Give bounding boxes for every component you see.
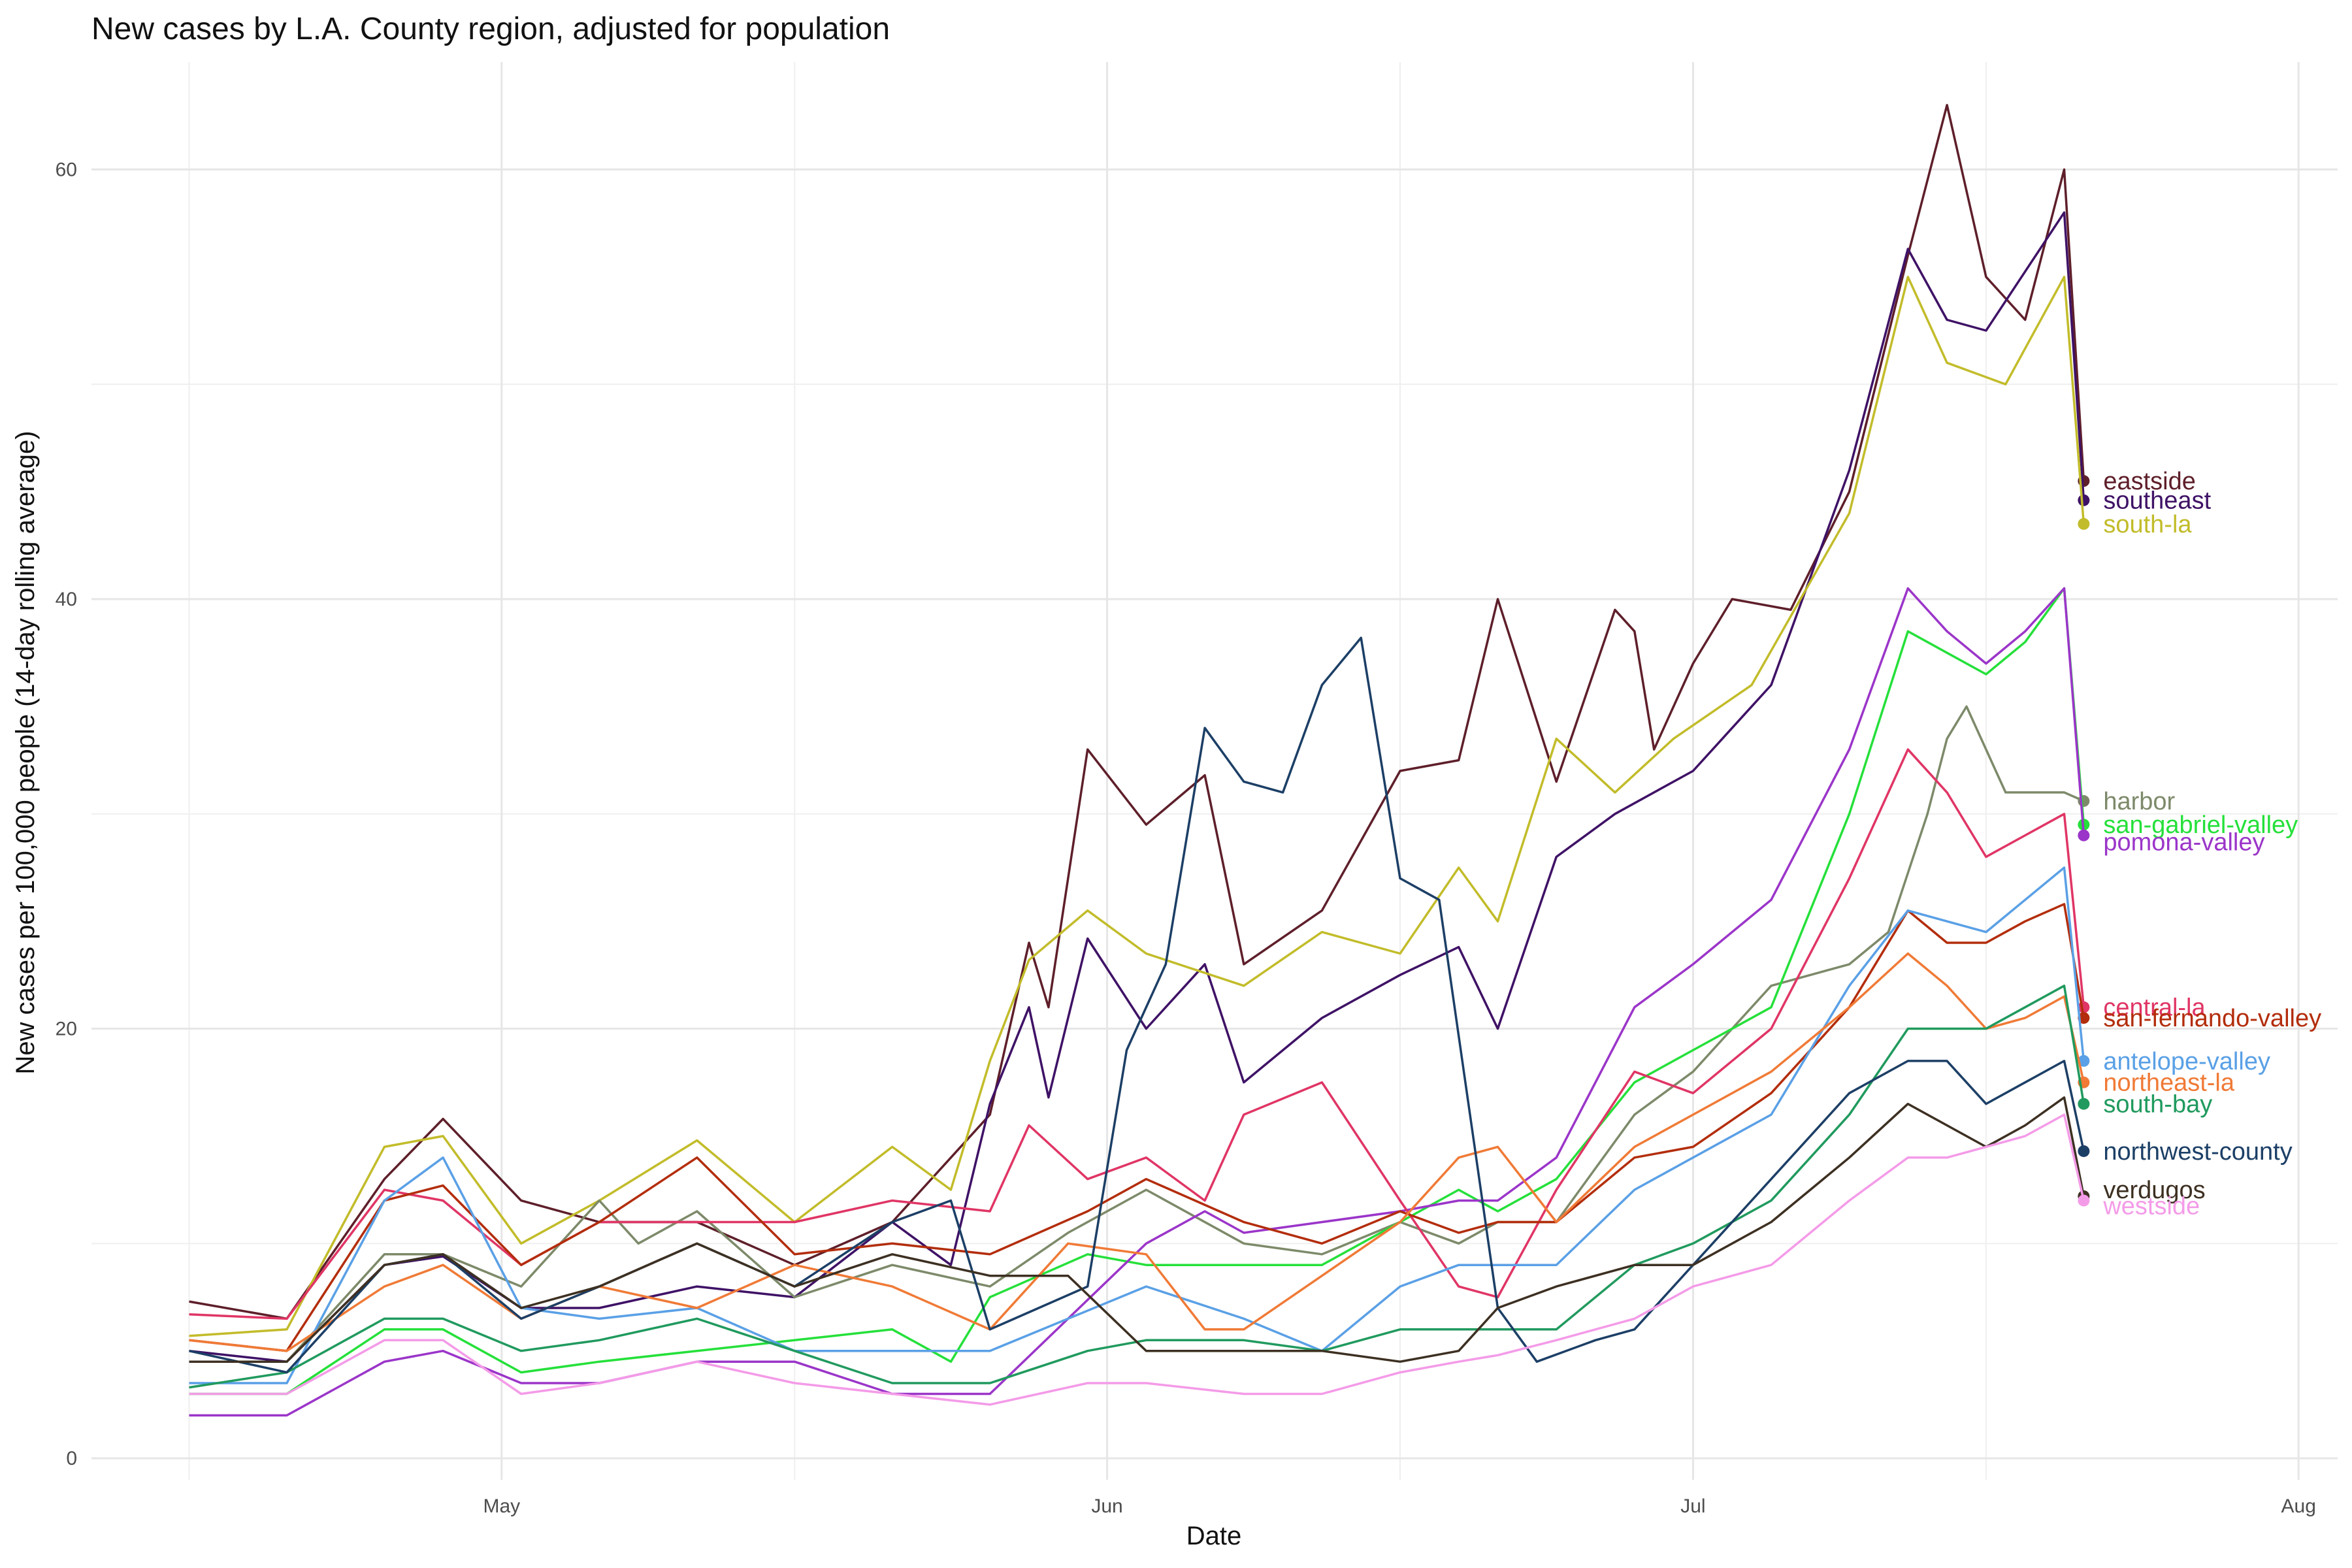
end-label-south-la: south-la: [2103, 511, 2192, 538]
end-label-verdugos: verdugos: [2103, 1177, 2205, 1204]
series-line-southeast: [189, 211, 2085, 1363]
end-point-south-bay: [2078, 1098, 2090, 1110]
end-point-south-la: [2078, 517, 2090, 530]
series-line-antelope-valley: [189, 866, 2085, 1384]
series-line-pomona-valley: [189, 587, 2085, 1417]
series-line-san-gabriel-valley: [189, 587, 2085, 1396]
grid: [91, 62, 2338, 1480]
x-axis-title: Date: [1186, 1522, 1242, 1550]
end-label-harbor: harbor: [2103, 788, 2175, 815]
end-label-south-bay: south-bay: [2103, 1091, 2212, 1119]
end-point-westside: [2078, 1194, 2090, 1207]
series-line-harbor: [189, 705, 2085, 1363]
x-tick-label: May: [483, 1495, 520, 1517]
series-line-westside: [189, 1113, 2085, 1406]
end-label-eastside: eastside: [2103, 468, 2196, 495]
series-line-central-la: [189, 748, 2085, 1320]
y-tick-label: 20: [56, 1019, 77, 1040]
end-point-antelope-valley: [2078, 1054, 2090, 1067]
end-point-southeast: [2078, 494, 2090, 506]
end-label-northeast-la: northeast-la: [2103, 1070, 2235, 1097]
x-tick-label: Jul: [1680, 1495, 1705, 1517]
chart-title: New cases by L.A. County region, adjuste…: [91, 12, 890, 46]
y-tick-label: 60: [56, 159, 77, 180]
y-tick-label: 40: [56, 589, 77, 610]
series-line-verdugos: [189, 1096, 2085, 1363]
end-point-pomona-valley: [2078, 829, 2090, 841]
end-point-northwest-county: [2078, 1145, 2090, 1157]
series-line-south-bay: [189, 985, 2085, 1389]
x-tick-label: Jun: [1091, 1495, 1122, 1517]
series-line-san-fernando-valley: [189, 903, 2085, 1352]
end-label-pomona-valley: pomona-valley: [2103, 829, 2264, 857]
series-line-south-la: [189, 276, 2085, 1337]
end-label-central-la: central-la: [2103, 994, 2206, 1022]
y-axis-ticks: 0 20 40 60: [56, 159, 77, 1469]
end-label-san-gabriel-valley: san-gabriel-valley: [2103, 811, 2298, 839]
end-label-westside: westside: [2102, 1193, 2200, 1220]
x-axis-ticks: May Jun Jul Aug: [483, 1495, 2315, 1517]
x-tick-label: Aug: [2281, 1495, 2316, 1517]
series-line-eastside: [189, 104, 2085, 1320]
y-tick-label: 0: [66, 1448, 77, 1469]
end-label-san-fernando-valley: san-fernando-valley: [2103, 1005, 2321, 1032]
series-lines: [189, 104, 2090, 1417]
end-label-northwest-county: northwest-county: [2103, 1138, 2292, 1166]
end-label-antelope-valley: antelope-valley: [2103, 1048, 2270, 1075]
end-label-southeast: southeast: [2103, 487, 2211, 515]
y-axis-title: New cases per 100,000 people (14-day rol…: [11, 431, 40, 1074]
